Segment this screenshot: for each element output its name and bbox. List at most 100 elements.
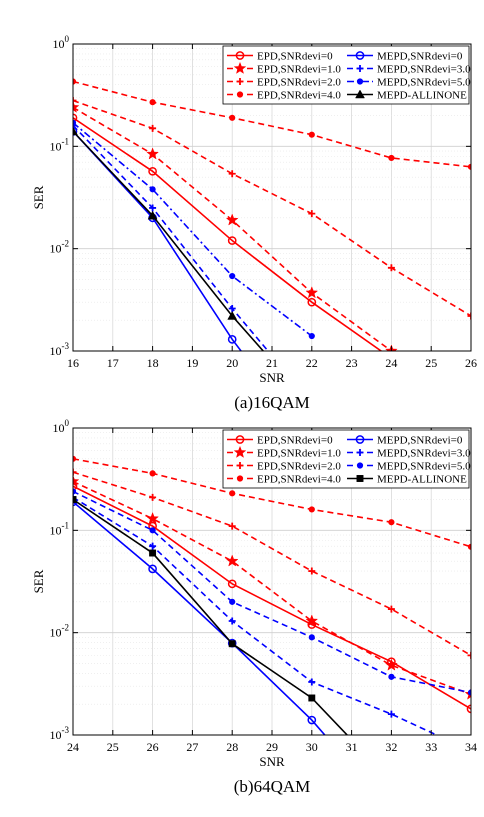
x-tick-label: 18 (147, 356, 159, 370)
x-tick-label: 23 (346, 356, 358, 370)
series-7 (73, 126, 265, 351)
series-point (149, 542, 157, 550)
series-point (149, 186, 156, 193)
series-point (388, 673, 395, 680)
series-point (149, 470, 156, 477)
series-point (308, 506, 315, 513)
legend-item: MEPD,SNRdevi=3.0 (347, 448, 471, 460)
series-point (308, 210, 316, 218)
series-line (73, 458, 471, 548)
x-tick-label: 24 (67, 740, 79, 754)
series-line (73, 130, 243, 351)
series-line (73, 80, 471, 168)
y-tick-label: 100 (53, 418, 70, 435)
x-axis-label: SNR (259, 370, 285, 385)
plot-area (73, 78, 471, 351)
series-point (307, 715, 317, 725)
legend-label: EPD,SNRdevi=1.0 (257, 64, 341, 76)
legend-label: MEPD-ALLINONE (377, 90, 467, 102)
legend-swatch-marker (235, 435, 245, 444)
series-line (73, 471, 471, 657)
legend: EPD,SNRdevi=0 MEPD,SNRdevi=0 EPD,SNRdevi=1… (222, 45, 471, 105)
series-point (73, 100, 80, 113)
legend-item: MEPD,SNRdevi=0 (347, 435, 463, 447)
legend-item: EPD,SNRdevi=0 (227, 435, 333, 447)
series-point (227, 310, 238, 320)
legend-item: MEPD,SNRdevi=5.0 (347, 461, 471, 473)
series-3 (73, 493, 439, 735)
legend-swatch-marker (355, 89, 365, 99)
series-point (149, 549, 157, 557)
legend-label: EPD,SNRdevi=4.0 (257, 90, 341, 102)
series-point (387, 264, 395, 272)
series-point (73, 126, 78, 136)
x-tick-label: 25 (107, 740, 119, 754)
series-point (228, 640, 236, 648)
series-point (308, 332, 315, 340)
legend-label: EPD,SNRdevi=1.0 (257, 448, 341, 460)
series-point (467, 312, 471, 320)
series-point (229, 114, 236, 121)
legend-swatch-marker (356, 78, 364, 85)
series-point (148, 564, 157, 574)
series-0 (73, 113, 383, 351)
legend-label: MEPD,SNRdevi=5.0 (377, 77, 471, 89)
x-tick-label: 27 (186, 740, 198, 754)
x-tick-label: 24 (385, 356, 397, 370)
series-1 (73, 497, 326, 735)
x-tick-label: 26 (465, 356, 477, 370)
series-point (308, 567, 316, 575)
series-point (388, 519, 395, 526)
legend-swatch-marker (233, 445, 247, 458)
series-point (149, 493, 157, 501)
legend: EPD,SNRdevi=0 MEPD,SNRdevi=0 EPD,SNRdevi=1… (222, 429, 471, 489)
series-4 (73, 97, 471, 320)
legend-swatch-marker (356, 475, 364, 482)
series-line (73, 501, 326, 735)
series-6 (73, 455, 471, 550)
x-tick-label: 20 (226, 356, 238, 370)
chart-caption: (b)64QAM (234, 777, 311, 796)
series-point (147, 210, 158, 220)
legend-label: EPD,SNRdevi=0 (257, 435, 333, 447)
x-tick-label: 19 (186, 356, 198, 370)
series-point (387, 710, 395, 718)
series-point (227, 579, 237, 589)
legend-swatch-marker (355, 435, 365, 444)
series-line (73, 122, 313, 337)
legend-item: EPD,SNRdevi=2.0 (227, 461, 341, 473)
series-1 (73, 127, 243, 351)
series-point (148, 166, 157, 176)
chart-64qam: 24 25 26 27 28 29 30 31 32 33 34 10-3 10-2 10-1 100 SNR… (31, 418, 477, 796)
y-tick-label: 100 (53, 34, 70, 51)
series-point (149, 204, 157, 212)
legend-label: EPD,SNRdevi=2.0 (257, 461, 341, 473)
legend-swatch-marker (355, 51, 365, 60)
x-tick-label: 34 (465, 740, 477, 754)
series-point (73, 97, 77, 105)
legend-box (222, 45, 470, 105)
series-6 (73, 78, 471, 170)
series-line (73, 117, 383, 351)
x-tick-label: 30 (306, 740, 318, 754)
series-point (305, 614, 319, 627)
series-point (149, 124, 157, 132)
series-point (149, 99, 156, 106)
series-4 (73, 468, 471, 659)
series-point (307, 297, 317, 307)
series-point (467, 651, 471, 659)
legend-swatch-marker (356, 462, 364, 469)
legend-item: MEPD-ALLINONE (347, 89, 467, 102)
y-axis-label: SER (31, 569, 46, 593)
legend-item: EPD,SNRdevi=2.0 (227, 77, 341, 89)
legend-swatch-marker (236, 462, 244, 469)
legend-item: EPD,SNRdevi=0 (227, 51, 333, 63)
x-tick-label: 25 (425, 356, 437, 370)
legend-label: MEPD,SNRdevi=3.0 (377, 64, 471, 76)
legend-item: EPD,SNRdevi=4.0 (227, 474, 341, 486)
legend-item: EPD,SNRdevi=1.0 (227, 445, 341, 460)
series-point (73, 468, 77, 476)
series-point (146, 147, 159, 160)
y-tick-label: 10-1 (50, 136, 70, 153)
